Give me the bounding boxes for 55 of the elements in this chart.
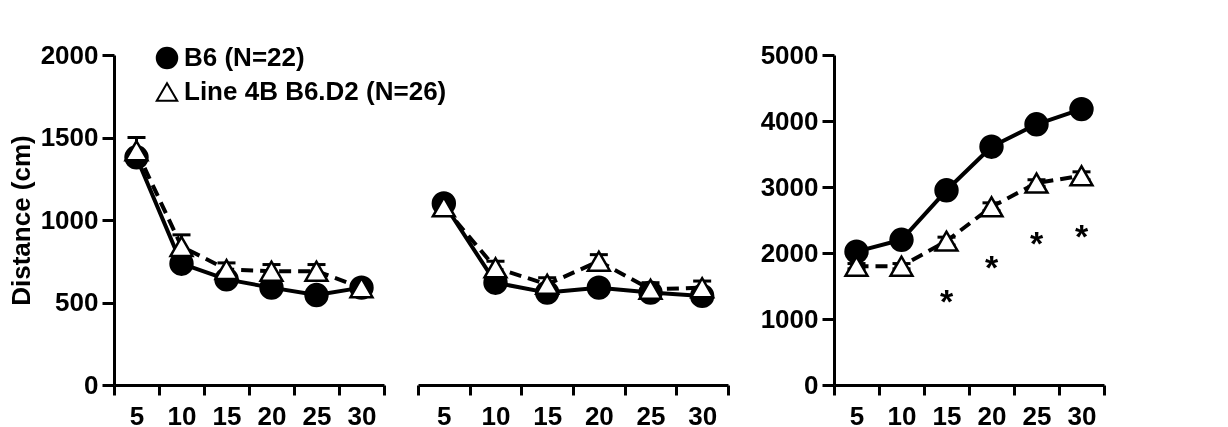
y-tick-label: 2000 — [760, 237, 819, 268]
point — [586, 250, 612, 272]
point — [483, 257, 508, 279]
point — [1024, 172, 1049, 194]
annotation: * — [984, 247, 999, 286]
x-tick-label: 20 — [584, 400, 614, 427]
x-tick-label: 25 — [636, 400, 666, 427]
point — [689, 276, 715, 299]
y-tick-label: 0 — [84, 369, 99, 400]
point — [214, 258, 239, 281]
point — [889, 255, 914, 277]
point — [934, 230, 959, 252]
y-tick-label: 1000 — [760, 303, 819, 334]
y-tick-label: 3000 — [760, 171, 819, 202]
annotation: * — [1029, 224, 1044, 263]
point — [1069, 96, 1094, 122]
point — [304, 260, 329, 282]
y-tick-label: 500 — [55, 287, 99, 317]
x-tick-label: 30 — [1067, 400, 1097, 427]
y-tick-label: 4000 — [760, 105, 819, 136]
x-tick-label: 20 — [257, 400, 287, 427]
annotation: * — [939, 282, 954, 321]
point — [889, 227, 914, 252]
point — [259, 260, 284, 282]
point — [934, 178, 959, 203]
y-tick-label: 0 — [804, 369, 819, 400]
x-tick-label: 15 — [932, 400, 962, 427]
x-tick-label: 30 — [688, 400, 718, 427]
x-tick-label: 15 — [212, 400, 242, 427]
legend-label: B6 (N=22) — [184, 42, 305, 72]
legend-label: Line 4B B6.D2 (N=26) — [184, 76, 447, 106]
x-tick-label: 5 — [437, 400, 452, 427]
y-tick-label: 1500 — [40, 122, 99, 152]
x-tick-label: 20 — [977, 400, 1007, 427]
x-tick-label: 5 — [849, 400, 865, 427]
point — [1069, 165, 1094, 187]
x-tick-label: 10 — [481, 400, 511, 427]
x-tick-label: 25 — [302, 400, 332, 427]
annotation: * — [1074, 216, 1089, 255]
point — [534, 273, 560, 296]
point — [586, 275, 612, 300]
x-tick-label: 10 — [887, 400, 917, 427]
x-tick-label: 5 — [129, 400, 145, 427]
point — [1024, 112, 1049, 137]
x-tick-label: 25 — [1022, 400, 1052, 427]
point — [304, 282, 329, 308]
x-tick-label: 10 — [167, 400, 197, 427]
x-tick-label: 30 — [347, 400, 377, 427]
y-tick-label: 1000 — [40, 204, 99, 235]
y-axis-title: Distance (cm) — [5, 135, 36, 306]
y-tick-label: 2000 — [40, 39, 99, 70]
y-tick-label: 5000 — [760, 39, 819, 70]
point — [979, 134, 1004, 159]
x-tick-label: 15 — [533, 400, 563, 427]
point — [979, 196, 1004, 218]
